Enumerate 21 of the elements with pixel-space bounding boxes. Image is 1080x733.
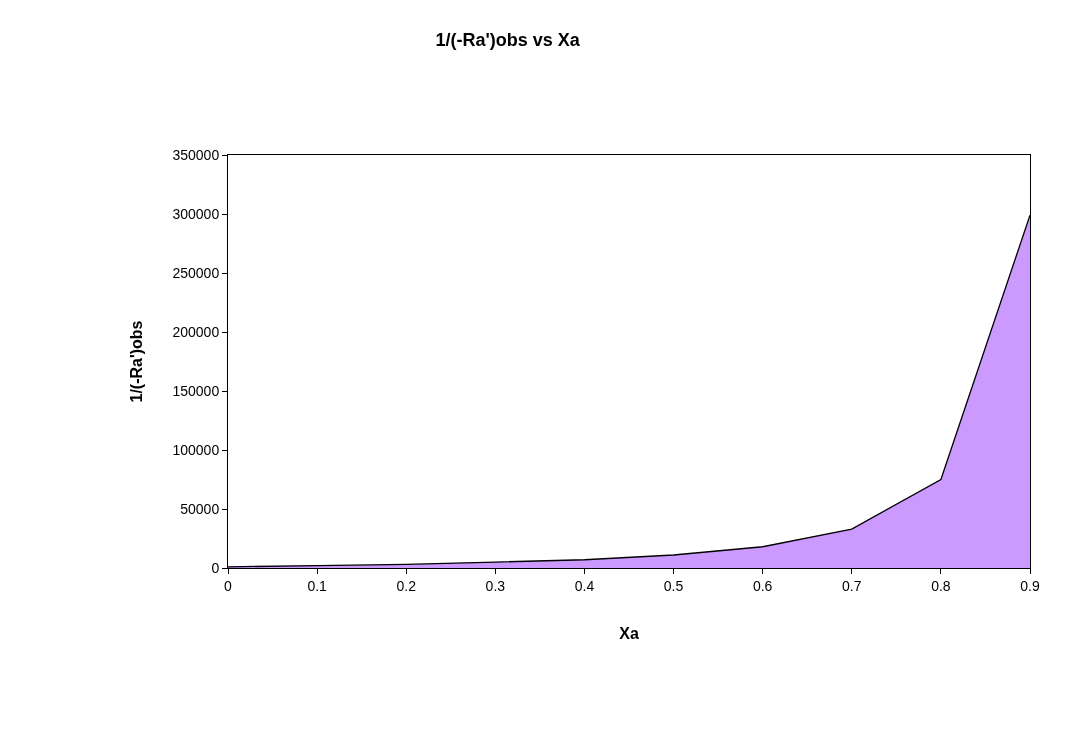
y-tick-label: 250000 xyxy=(172,264,220,281)
y-tick-label: 50000 xyxy=(180,500,220,517)
x-tick-label: 0.6 xyxy=(752,577,773,594)
x-axis-title: Xa xyxy=(619,625,639,643)
x-tick-label: 0.3 xyxy=(485,577,506,594)
x-tick-label: 0.7 xyxy=(842,577,862,594)
x-tick-label: 0.1 xyxy=(307,577,328,594)
x-tick-label: 0.9 xyxy=(1020,577,1040,594)
x-tick-label: 0 xyxy=(224,577,233,594)
x-tick-label: 0.2 xyxy=(396,577,417,594)
y-tick-label: 100000 xyxy=(172,441,220,458)
y-tick-label: 200000 xyxy=(172,323,220,340)
x-tick-label: 0.5 xyxy=(663,577,684,594)
x-tick-label: 0.4 xyxy=(574,577,595,594)
x-tick-label: 0.8 xyxy=(931,577,951,594)
chart-title: 1/(-Ra')obs vs Xa xyxy=(435,29,581,50)
y-tick-label: 0 xyxy=(211,559,220,576)
y-tick-label: 150000 xyxy=(172,382,220,399)
y-tick-label: 350000 xyxy=(172,146,220,163)
y-axis-title: 1/(-Ra')obs xyxy=(128,320,146,403)
y-tick-label: 300000 xyxy=(172,205,220,222)
